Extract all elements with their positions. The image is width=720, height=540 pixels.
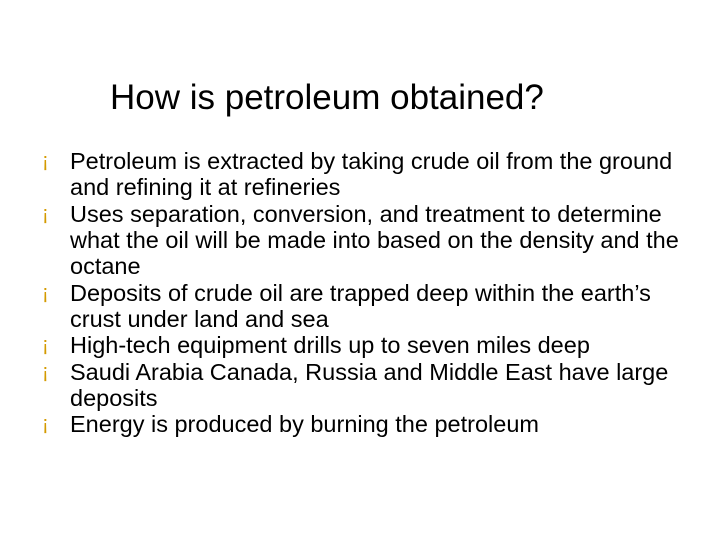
list-item: ¡ Uses separation, conversion, and treat… [42,201,700,280]
list-item: ¡ Deposits of crude oil are trapped deep… [42,280,700,333]
slide-body: ¡ Petroleum is extracted by taking crude… [42,148,700,437]
bullet-list: ¡ Petroleum is extracted by taking crude… [42,148,700,437]
bullet-icon: ¡ [42,332,70,358]
bullet-icon: ¡ [42,280,70,306]
slide: How is petroleum obtained? ¡ Petroleum i… [0,0,720,540]
list-item: ¡ Petroleum is extracted by taking crude… [42,148,700,201]
bullet-icon: ¡ [42,148,70,174]
bullet-text: Uses separation, conversion, and treatme… [70,201,700,280]
bullet-text: Deposits of crude oil are trapped deep w… [70,280,700,333]
list-item: ¡ Saudi Arabia Canada, Russia and Middle… [42,359,700,412]
bullet-text: Saudi Arabia Canada, Russia and Middle E… [70,359,700,412]
bullet-icon: ¡ [42,201,70,227]
bullet-text: Petroleum is extracted by taking crude o… [70,148,700,201]
list-item: ¡ Energy is produced by burning the petr… [42,411,700,437]
bullet-text: Energy is produced by burning the petrol… [70,411,700,437]
bullet-icon: ¡ [42,411,70,437]
slide-title: How is petroleum obtained? [110,78,680,118]
bullet-icon: ¡ [42,359,70,385]
list-item: ¡ High-tech equipment drills up to seven… [42,332,700,358]
bullet-text: High-tech equipment drills up to seven m… [70,332,700,358]
